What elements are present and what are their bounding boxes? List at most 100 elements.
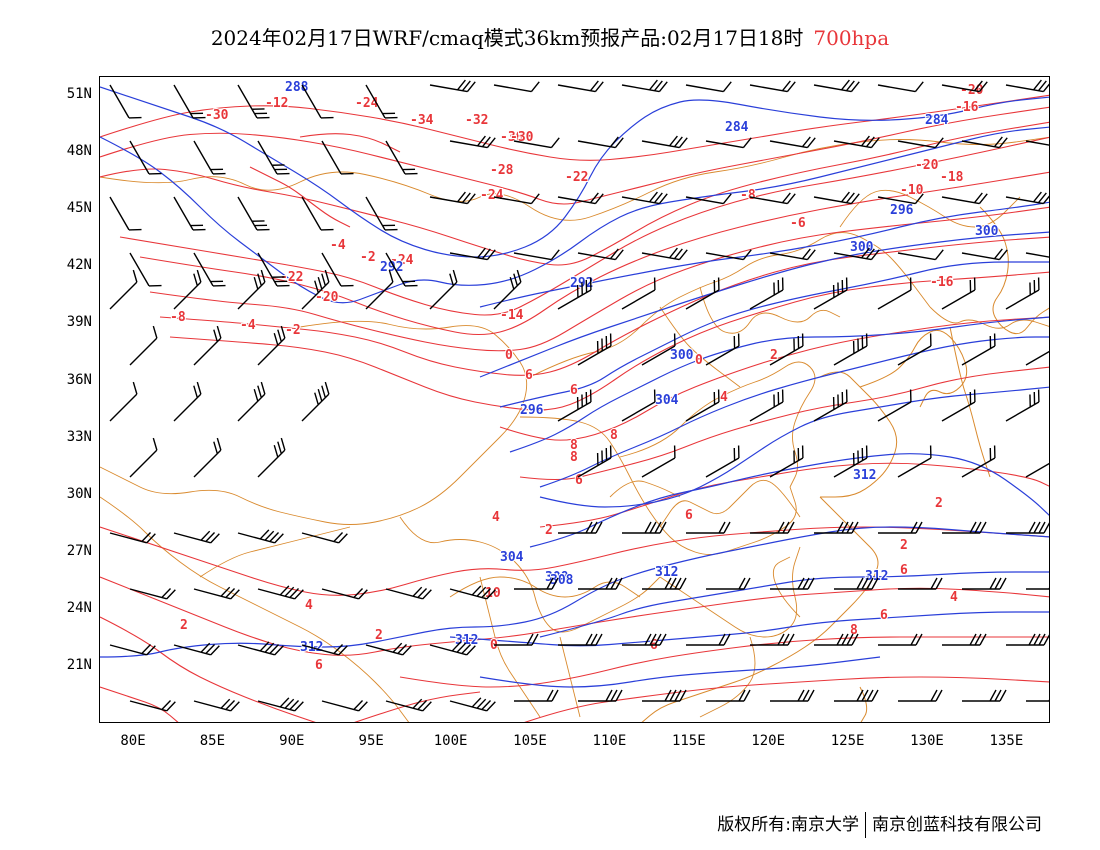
temperature-contour: [159, 236, 1049, 376]
wind-barb-icon: [769, 333, 804, 366]
temperature-label: -8: [170, 310, 186, 325]
wind-barb-icon: [877, 277, 912, 310]
temperature-label: -4: [240, 318, 256, 333]
footer-divider: [865, 812, 866, 838]
wind-barb-icon: [686, 521, 731, 534]
temperature-label: -34: [410, 113, 434, 128]
temperature-label: 2: [545, 523, 553, 538]
temperature-label: -30: [205, 108, 229, 123]
wind-barb-icon: [449, 247, 496, 261]
province-boundary: [699, 286, 841, 334]
temperature-contour: [100, 121, 1049, 266]
wind-barb-icon: [897, 137, 944, 149]
wind-barb-icon: [813, 389, 848, 422]
wind-barb-icon: [301, 643, 348, 656]
temperature-label: 4: [950, 590, 958, 605]
wind-barb-icon: [622, 633, 667, 646]
height-contour: [479, 231, 1049, 378]
temperature-label: 8: [610, 428, 618, 443]
wind-barb-icon: [685, 193, 732, 205]
temperature-label: -16: [955, 100, 979, 115]
map-title: 2024年02月17日WRF/cmaq模式36km预报产品:02月17日18时 7…: [0, 22, 1100, 51]
province-boundary: [449, 576, 641, 598]
wind-barb-icon: [173, 84, 206, 119]
temperature-label: 6: [525, 368, 533, 383]
wind-barb-icon: [193, 586, 240, 600]
wind-barb-icon: [642, 689, 687, 702]
province-boundary: [659, 479, 801, 528]
wind-barb-icon: [1005, 389, 1040, 422]
wind-barb-icon: [109, 531, 156, 544]
temperature-label: -28: [490, 163, 514, 178]
wind-barb-icon: [878, 633, 923, 646]
wind-barb-icon: [641, 445, 676, 478]
wind-barb-icon: [1005, 79, 1049, 93]
wind-barb-icon: [193, 698, 240, 712]
height-contour: [100, 126, 1049, 304]
province-boundary: [699, 636, 756, 718]
height-label: 292: [380, 260, 403, 275]
province-boundary: [619, 361, 816, 488]
height-contour: [479, 201, 1049, 308]
lat-label: 51N: [66, 86, 92, 102]
wind-barb-icon: [1025, 135, 1049, 149]
height-label: 288: [285, 80, 309, 95]
province-boundary: [529, 232, 931, 378]
height-contour: [539, 336, 1049, 488]
temperature-label: 4: [492, 510, 500, 525]
footer-credits: 版权所有:南京大学 南京创蓝科技有限公司: [717, 810, 1042, 838]
temperature-contour: [249, 166, 351, 228]
wind-barb-icon: [621, 191, 668, 205]
lon-label: 115E: [671, 733, 706, 749]
wind-barb-icon: [493, 193, 540, 205]
wind-barb-icon: [705, 445, 740, 478]
province-boundary: [399, 516, 661, 633]
temperature-label: -16: [930, 275, 954, 290]
wind-barb-icon: [749, 192, 796, 205]
wind-barb-icon: [834, 577, 879, 590]
height-label: 300: [670, 348, 694, 363]
temperature-contour: [139, 171, 1049, 336]
province-boundary: [659, 306, 741, 388]
wind-barb-icon: [237, 641, 284, 656]
height-contour: [529, 453, 1049, 548]
temperature-label: 6: [900, 563, 908, 578]
lat-label: 48N: [66, 143, 92, 160]
wind-barb-icon: [962, 689, 1007, 702]
height-contour: [100, 86, 1049, 258]
wind-barb-icon: [578, 577, 623, 590]
coastline: [949, 326, 991, 478]
temperature-label: -32: [465, 113, 488, 128]
temperature-label: -20: [315, 290, 339, 305]
wind-barb-icon: [109, 643, 156, 656]
wind-barb-icon: [1025, 333, 1049, 366]
temperature-label: -24: [355, 96, 379, 111]
map-panel[interactable]: -20 -16 -24 -12 -30 -34 -32 -30 -30 -28 -24 -22 -20-…: [99, 76, 1050, 723]
wind-barb-icon: [301, 84, 334, 119]
lon-label: 85E: [199, 733, 226, 749]
wind-barb-icon: [109, 196, 142, 231]
temperature-label: 2: [770, 348, 778, 363]
wind-barb-icon: [706, 689, 751, 702]
province-boundary: [479, 576, 541, 718]
temperature-contour: [299, 133, 401, 153]
wind-barb-icon: [961, 248, 1008, 261]
height-label: 284: [725, 120, 749, 135]
lon-label: 110E: [592, 733, 627, 749]
wind-barb-icon: [1005, 191, 1049, 205]
wind-barb-icon: [814, 521, 859, 534]
wind-barb-icon: [621, 277, 656, 310]
wind-barb-icon: [429, 269, 458, 310]
wind-barb-icon: [877, 193, 924, 205]
lon-label: 80E: [120, 733, 146, 749]
wind-barb-icon: [1026, 587, 1049, 590]
temperature-label: 2: [900, 538, 908, 553]
wind-barb-icon: [301, 531, 348, 544]
lat-label: 30N: [66, 485, 92, 502]
wind-barb-icon: [193, 252, 226, 287]
wind-barb-icon: [833, 135, 880, 149]
temperature-label: 8: [570, 438, 578, 453]
wind-barb-icon: [1026, 699, 1049, 702]
temperature-contour: [100, 106, 1049, 205]
title-main: 2024年02月17日WRF/cmaq模式36km预报产品:02月17日18时: [210, 26, 804, 50]
